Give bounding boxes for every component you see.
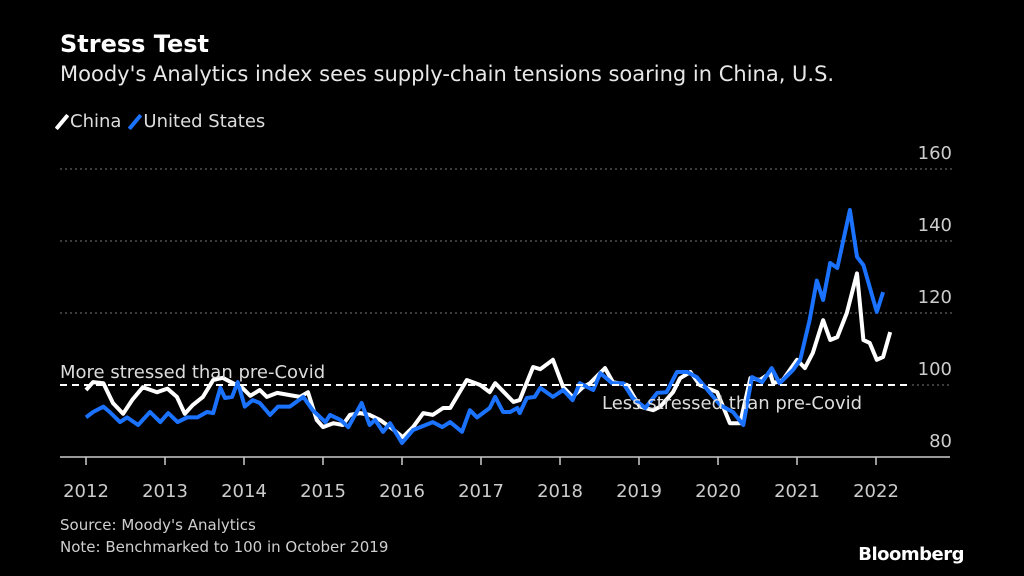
y-tick-label: 120: [918, 287, 952, 308]
legend-label-united-states: United States: [143, 111, 266, 132]
x-tick-label: 2015: [300, 481, 346, 502]
y-tick-label: 80: [929, 431, 952, 452]
x-tick-label: 2019: [616, 481, 662, 502]
legend-label-china: China: [70, 111, 122, 132]
annotation-more-stressed: More stressed than pre-Covid: [60, 362, 325, 383]
legend-item-china: China: [54, 111, 122, 132]
x-tick-label: 2014: [221, 481, 267, 502]
x-tick-label: 2020: [695, 481, 741, 502]
x-tick-label: 2018: [537, 481, 583, 502]
x-tick-label: 2017: [458, 481, 504, 502]
series-line-china: [84, 271, 893, 440]
annotation-less-stressed: Less stressed than pre-Covid: [602, 393, 862, 414]
y-tick-label: 160: [918, 143, 952, 164]
benchmark-note: Note: Benchmarked to 100 in October 2019: [60, 538, 389, 556]
x-tick-label: 2021: [774, 481, 820, 502]
bloomberg-logo: Bloomberg: [858, 544, 964, 565]
x-tick-label: 2022: [853, 481, 899, 502]
x-tick-label: 2013: [142, 481, 188, 502]
y-tick-label: 100: [918, 359, 952, 380]
x-tick-label: 2016: [379, 481, 425, 502]
legend-item-united-states: United States: [128, 111, 266, 132]
x-tick-label: 2012: [63, 481, 109, 502]
chart-subtitle: Moody's Analytics index sees supply-chai…: [60, 62, 835, 86]
source-note: Source: Moody's Analytics: [60, 516, 256, 534]
series-line-united-states: [84, 208, 886, 445]
y-tick-label: 140: [918, 215, 952, 236]
legend: China United States: [54, 111, 266, 132]
chart-title: Stress Test: [60, 30, 210, 58]
